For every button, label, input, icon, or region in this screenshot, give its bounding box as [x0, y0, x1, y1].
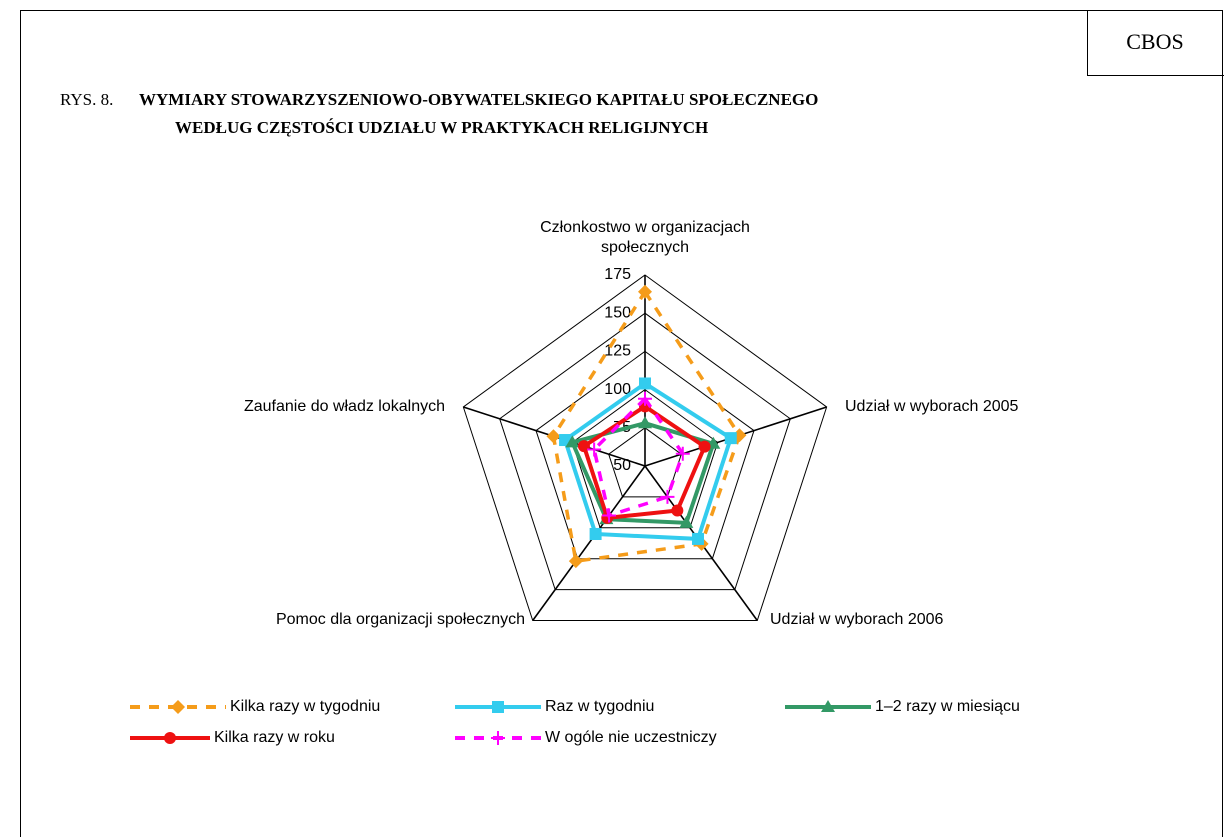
- marker: [638, 284, 652, 299]
- marker: [164, 732, 176, 744]
- category-label: Pomoc dla organizacji społecznych: [275, 611, 525, 628]
- legend-label: Kilka razy w tygodniu: [230, 698, 380, 715]
- r-tick-label: 175: [604, 266, 631, 283]
- axis-spoke: [532, 465, 646, 621]
- series-line: [562, 381, 734, 542]
- marker: [577, 440, 590, 453]
- marker: [671, 504, 684, 517]
- source-box: [1087, 10, 1224, 76]
- grid-ring: [499, 312, 791, 591]
- marker: [491, 731, 505, 745]
- figure-label: RYS. 8.: [60, 90, 113, 109]
- category-label: Udział w wyborach 2005: [845, 398, 1019, 415]
- category-label: Zaufanie do władz lokalnych: [243, 398, 445, 415]
- marker: [639, 377, 651, 390]
- marker: [565, 435, 580, 448]
- marker: [821, 700, 835, 712]
- marker: [587, 442, 602, 457]
- series-line: [592, 396, 685, 518]
- r-tick-label: 125: [604, 343, 631, 360]
- category-label: Udział w wyborach 2006: [770, 611, 944, 628]
- marker: [698, 440, 711, 453]
- marker: [492, 701, 504, 713]
- legend-label: W ogóle nie uczestniczy: [545, 729, 717, 746]
- series-line: [551, 288, 742, 564]
- marker: [638, 391, 652, 406]
- grid-ring: [608, 427, 682, 498]
- marker: [691, 532, 704, 545]
- marker: [679, 515, 694, 528]
- grid-ring: [535, 350, 755, 560]
- marker: [724, 432, 737, 445]
- category-label: Członkostwo w organizacjach społecznych: [540, 219, 750, 256]
- marker: [568, 554, 583, 569]
- r-tick-label: 50: [613, 457, 631, 474]
- r-tick-label: 150: [604, 304, 631, 321]
- marker: [638, 416, 652, 429]
- source: CBOS: [1126, 29, 1183, 54]
- marker: [675, 446, 690, 461]
- legend-label: Kilka razy w roku: [214, 729, 335, 746]
- chart-title: WEDŁUG CZĘSTOŚCI UDZIAŁU W PRAKTYKACH RE…: [175, 118, 708, 137]
- series-line: [569, 421, 716, 525]
- legend-label: Raz w tygodniu: [545, 698, 654, 715]
- frame: [20, 10, 1223, 837]
- grid-ring: [571, 388, 719, 529]
- marker: [660, 489, 675, 504]
- marker: [546, 429, 561, 444]
- marker: [602, 508, 617, 523]
- series-line: [581, 404, 708, 521]
- chart-title: WYMIARY STOWARZYSZENIOWO-OBYWATELSKIEGO …: [139, 90, 818, 109]
- legend-label: 1–2 razy w miesiącu: [875, 698, 1020, 715]
- marker: [589, 527, 602, 540]
- grid-ring: [462, 274, 828, 622]
- r-tick-label: 100: [604, 381, 631, 398]
- marker: [171, 700, 185, 714]
